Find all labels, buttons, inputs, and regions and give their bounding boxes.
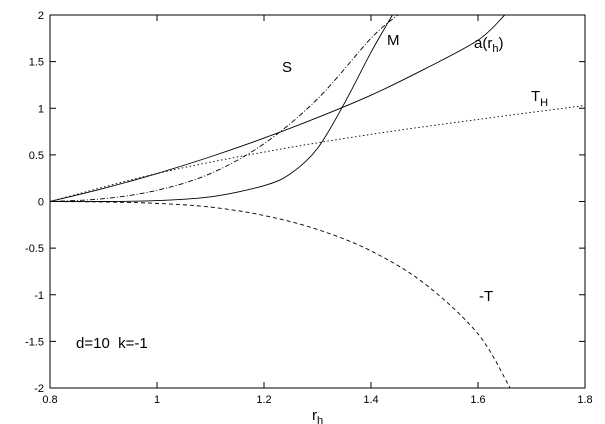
- x-tick-label: 1.4: [363, 394, 378, 406]
- plot-frame: [49, 14, 586, 389]
- series-label-m: M: [387, 32, 400, 49]
- y-tick-label: -1.5: [25, 336, 44, 348]
- y-tick-label: -1: [34, 290, 44, 302]
- series-label-th: TH: [531, 88, 548, 109]
- y-tick-label: -0.5: [25, 243, 44, 255]
- x-tick-label: 0.8: [42, 394, 57, 406]
- series-label-minus-t: -T: [479, 288, 493, 305]
- series-line-2: [50, 15, 506, 202]
- y-tick-label: 1.5: [29, 57, 44, 69]
- y-tick-label: 2: [38, 10, 44, 22]
- series-line-4: [50, 201, 511, 388]
- series-label-a-rh: a(rh): [474, 35, 503, 55]
- series-line-1: [50, 15, 393, 203]
- y-tick-label: 0.5: [29, 150, 44, 162]
- x-tick-label: 1.2: [256, 394, 271, 406]
- series-line-3: [50, 105, 585, 202]
- x-tick-label: 1.8: [577, 394, 592, 406]
- x-tick-label: 1: [154, 394, 160, 406]
- y-tick-label: 1: [38, 103, 44, 115]
- x-tick-label: 1.6: [470, 394, 485, 406]
- parameter-annotation: d=10 k=-1: [76, 335, 148, 352]
- tick-labels: 0.8 1 1.2 1.4 1.6 1.8 -2 -1.5 -1 -0.5 0 0.5 1 1.5 2: [25, 10, 593, 406]
- series-line-0: [50, 15, 399, 202]
- y-tick-label: 0: [38, 197, 44, 209]
- series-label-s: S: [282, 59, 292, 76]
- y-tick-label: -2: [34, 383, 44, 395]
- x-axis-label: rh: [312, 407, 323, 424]
- curves: [50, 15, 585, 388]
